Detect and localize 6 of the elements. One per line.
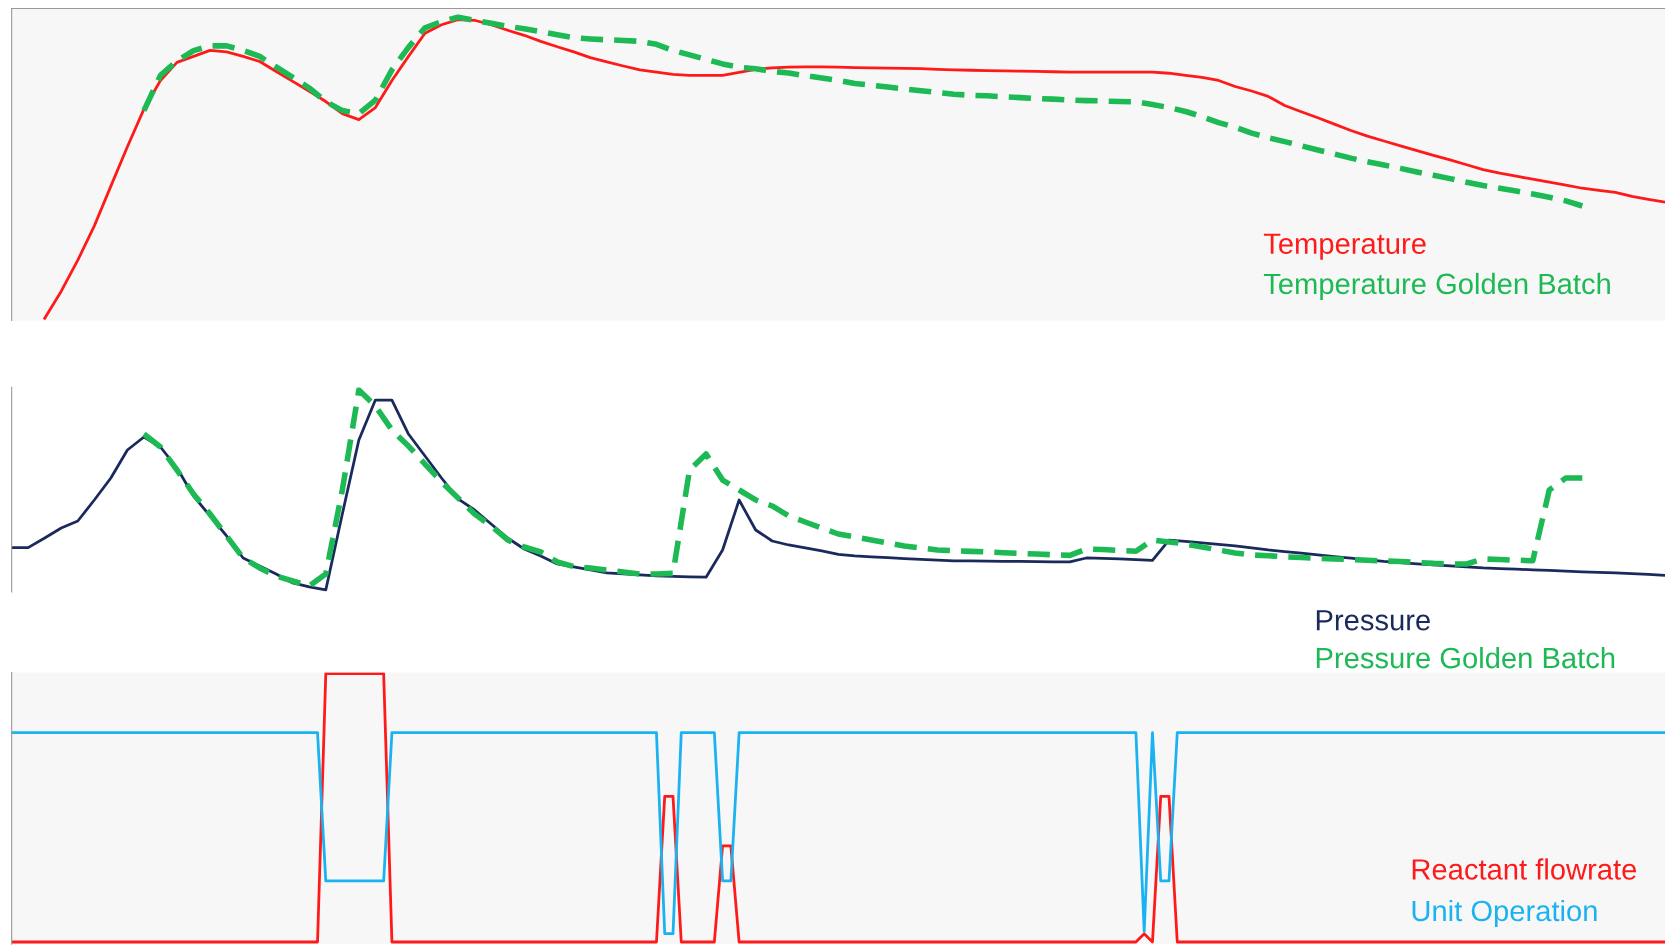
series-label: Pressure [1316,610,1430,631]
text: Temperature [1263,233,1426,260]
text: Unit Operation [1412,899,1597,928]
text: Temperature Golden Batch [1263,272,1610,300]
text: Reactant flowrate [1412,858,1637,880]
text: Pressure Golden Batch [1316,646,1615,669]
